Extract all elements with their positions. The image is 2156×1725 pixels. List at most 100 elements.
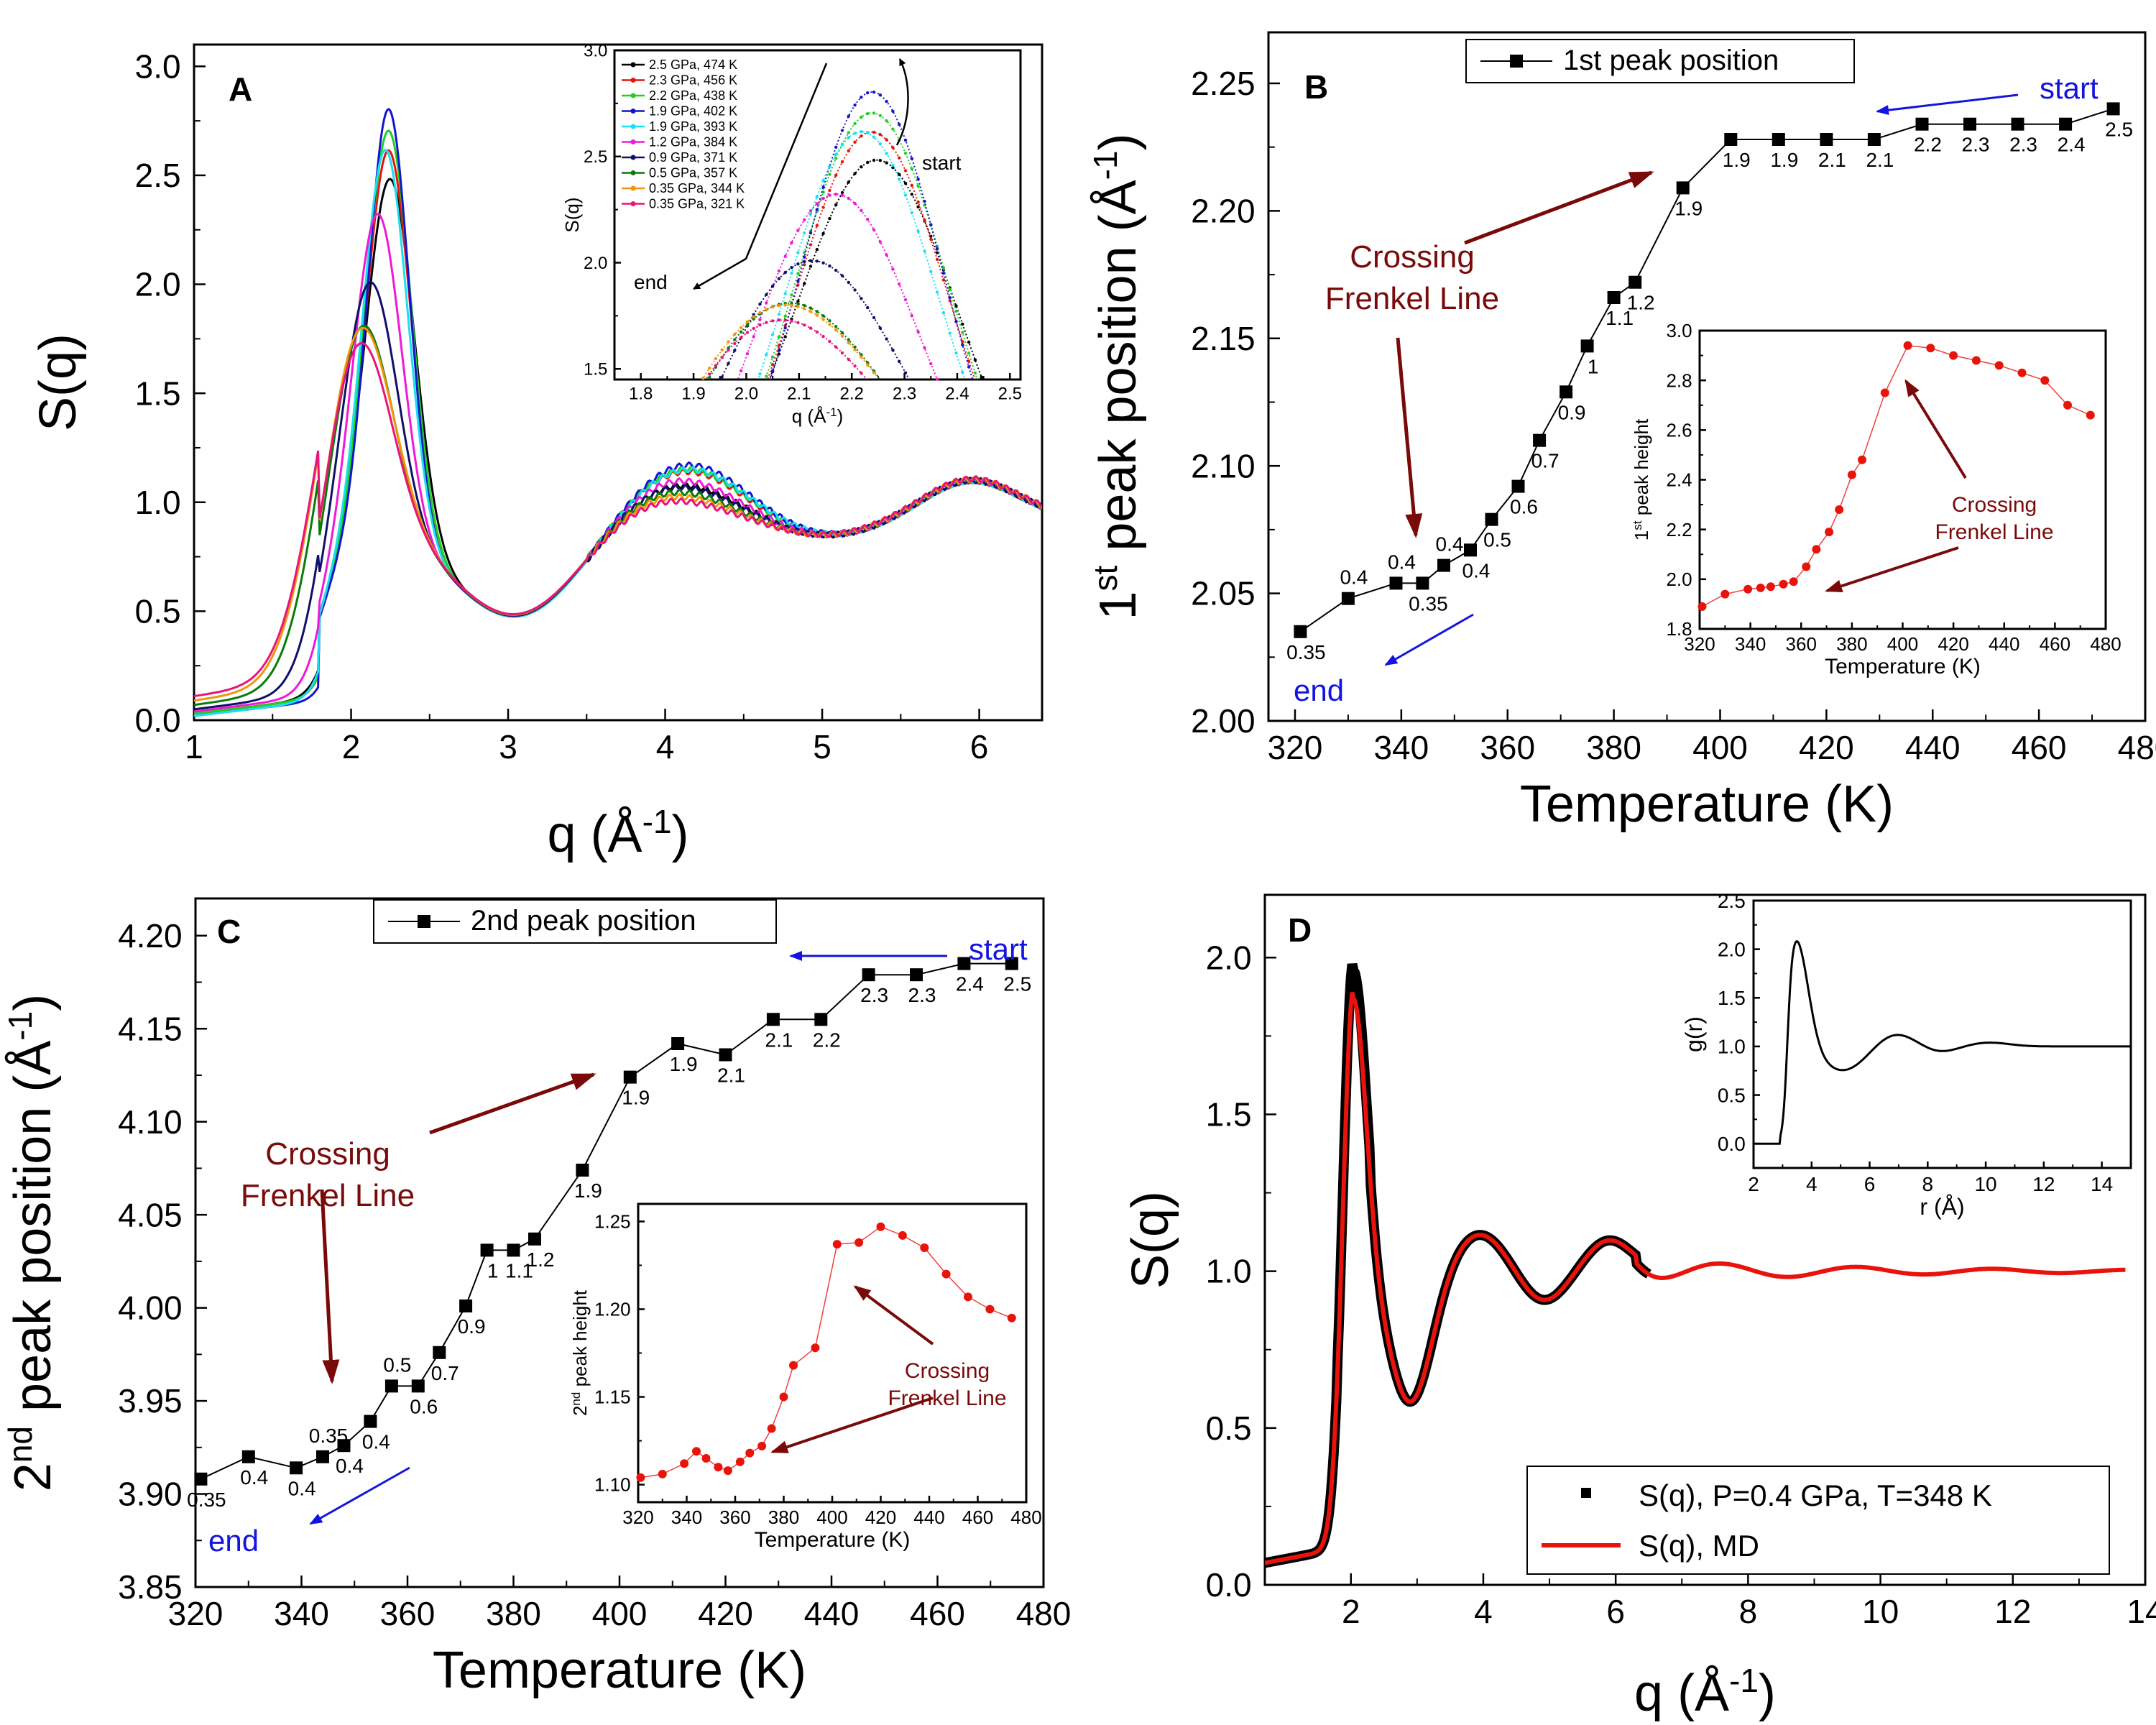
a-inset-series-point <box>891 109 895 113</box>
a-inset-series-point <box>910 157 914 160</box>
a-inset-series-point <box>790 266 793 270</box>
a-inset-series-point <box>828 188 831 193</box>
b-inset-data-point <box>2086 410 2095 420</box>
a-inset-series-point <box>777 335 781 339</box>
a-inset-series-point <box>954 309 958 313</box>
b-inset-x-tick-label: 460 <box>2040 633 2070 655</box>
a-legend-label: 1.9 GPa, 402 K <box>649 104 737 119</box>
b-inset-data-point <box>1779 579 1788 589</box>
a-inset-series-point <box>739 336 743 339</box>
a-inset-series-point <box>853 140 857 144</box>
a-inset-series-point <box>941 272 946 275</box>
c-data-point <box>364 1414 377 1428</box>
b-inset-data-point <box>1926 344 1935 353</box>
a-x-tick-label: 6 <box>970 728 989 765</box>
a-inset-series-point <box>783 270 787 275</box>
b-annotation-arrow <box>1464 170 1654 245</box>
a-y-tick-label: 0.5 <box>135 592 181 630</box>
a-inset-y-tick-label: 3.0 <box>584 41 607 60</box>
b-x-tick-label: 420 <box>1799 729 1854 766</box>
b-inset-annotation-line2: Frenkel Line <box>1935 520 2053 544</box>
b-inset-y-tick-label: 1.8 <box>1666 618 1692 640</box>
d-y-tick-label: 0.5 <box>1206 1409 1252 1447</box>
a-inset-series-point <box>935 247 939 251</box>
a-inset-series-point <box>808 212 813 216</box>
c-inset-data-point <box>723 1466 732 1476</box>
d-series-md <box>1265 992 2126 1565</box>
a-inset-series-point <box>808 326 813 330</box>
d-y-tick-label: 1.5 <box>1206 1096 1252 1133</box>
a-inset-series-point <box>701 377 705 380</box>
a-inset-series-point <box>815 313 819 317</box>
b-legend-label: 1st peak position <box>1563 45 1779 76</box>
a-inset-end-label: end <box>634 271 668 293</box>
a-inset-series-point <box>860 208 863 213</box>
c-data-point <box>1005 957 1018 970</box>
a-inset-series-point <box>910 314 914 318</box>
a-inset-x-tick-label: 1.8 <box>629 385 653 404</box>
a-inset-series-point <box>885 337 888 341</box>
d-y-tick-label: 1.0 <box>1206 1253 1252 1290</box>
d-inset-y-tick-label: 2.5 <box>1718 890 1746 912</box>
a-inset-series-point <box>903 152 908 155</box>
b-inset-data-point <box>1858 455 1866 464</box>
a-inset-series-point <box>961 343 964 346</box>
c-point-label: 0.7 <box>431 1362 459 1384</box>
a-inset-series-point <box>834 145 838 149</box>
a-inset-series-point <box>745 352 750 356</box>
b-x-axis-title: Temperature (K) <box>1520 776 1894 833</box>
a-inset-series-point <box>885 99 888 104</box>
panel-b: 320 340 360 380 400 420 440 460 480 2.00 2.05 2.10 2… <box>1087 31 2156 833</box>
a-inset-series-point <box>828 319 831 323</box>
b-inset-y-tick-label: 2.4 <box>1666 469 1692 491</box>
b-inset-data-point <box>1903 341 1912 350</box>
b-point-label: 0.4 <box>1340 566 1368 589</box>
a-x-axis-title: q (Å-1) <box>548 803 689 863</box>
c-end-arrow <box>309 1466 410 1525</box>
b-point-label: 0.6 <box>1510 496 1538 518</box>
a-series-line <box>194 341 1042 698</box>
a-inset-series-point <box>885 161 888 165</box>
d-y-axis-title: S(q) <box>1122 1191 1179 1289</box>
a-inset-series-point <box>954 351 958 355</box>
b-inset-annotation-arrow <box>1904 379 1967 479</box>
a-inset-series-point <box>891 146 895 150</box>
a-inset-series-point <box>777 349 781 352</box>
d-inset-y-tick-label: 0.5 <box>1718 1084 1746 1106</box>
a-inset-series-point <box>758 318 762 321</box>
a-inset-series-point <box>783 314 787 318</box>
panel-c: 320 340 360 380 400 420 440 460 480 3.85 3.90 3.95 4… <box>1 897 1071 1699</box>
d-y-tick-label: 2.0 <box>1206 939 1252 976</box>
a-inset-series-point <box>752 317 755 321</box>
b-legend-marker <box>1510 55 1523 68</box>
c-point-label: 1.9 <box>670 1053 698 1075</box>
a-y-tick-label: 1.5 <box>135 374 181 412</box>
a-inset-series-point <box>840 334 844 338</box>
a-legend-marker <box>630 201 636 206</box>
d-inset-x-tick-label: 8 <box>1922 1173 1934 1195</box>
a-inset-series-point <box>910 167 914 171</box>
b-point-label: 0.35 <box>1409 592 1448 615</box>
a-inset-series-point <box>866 131 870 135</box>
b-point-label: 1.1 <box>1606 307 1634 329</box>
b-inset-data-point <box>2040 376 2050 385</box>
c-point-label: 2.2 <box>813 1029 841 1051</box>
a-inset-series-point <box>803 307 806 310</box>
a-inset-x-title: q (Å-1) <box>792 405 843 428</box>
b-inset-x-title: Temperature (K) <box>1825 655 1981 678</box>
b-data-point <box>1560 385 1573 399</box>
a-x-tick-label: 1 <box>185 728 203 765</box>
a-inset-series-point <box>790 241 793 244</box>
a-inset-series-point <box>808 306 813 310</box>
b-point-label: 0.4 <box>1436 533 1464 556</box>
a-inset-series-point <box>765 308 768 311</box>
d-inset-x-title: r (Å) <box>1920 1194 1964 1220</box>
a-inset-series-point <box>903 138 908 142</box>
b-data-point <box>1485 512 1498 526</box>
b-start-label: start <box>2040 71 2099 105</box>
a-inset-series-point <box>878 133 883 137</box>
a-inset-series-point <box>891 348 895 352</box>
a-inset-series-point <box>790 303 793 308</box>
a-inset-series-point <box>739 326 743 329</box>
a-inset-series-point <box>777 277 781 280</box>
